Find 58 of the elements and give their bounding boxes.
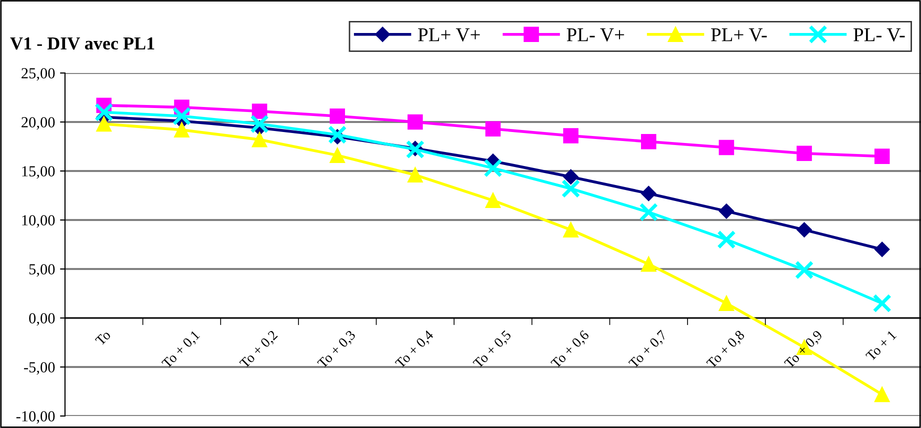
point [563,222,578,238]
x-tick-label: To + 1 [865,330,897,362]
point [563,169,578,184]
point [718,140,734,156]
x-tick-label: To + 0,4 [394,330,436,370]
point [718,296,734,311]
point [872,294,892,313]
legend-label: PL+ V- [711,28,767,42]
point [485,192,501,208]
y-tick-label: -10,00 [16,411,55,424]
x-tick-label: To + 0,9 [784,330,824,370]
x-tick-label: To + 0,7 [628,330,669,370]
x-tick-label: To + 0,5 [472,330,513,370]
y-tick-label: -5,00 [24,362,55,375]
point [796,222,812,238]
point [641,186,656,202]
y-tick-label: 10,00 [22,215,55,228]
legend-label: PL+ V+ [418,28,480,42]
point [640,134,656,150]
point [640,256,656,272]
x-tick-label: To [94,330,112,346]
point [252,104,268,119]
x-tick-label: To + 0,3 [316,330,358,370]
point [252,132,268,148]
point [408,167,423,183]
point [96,116,112,132]
x-tick-label: To + 0,2 [239,330,280,370]
x-tick-label: To + 0,1 [161,330,202,370]
point [794,260,814,280]
point [408,114,423,130]
legend-label: PL- V+ [566,28,624,42]
point [330,148,346,163]
point [94,102,114,122]
y-tick-label: 25,00 [22,68,55,81]
y-tick-label: 5,00 [29,264,55,277]
point [874,386,890,402]
point [172,106,192,126]
point [330,108,346,124]
legend-label: PL- V- [854,28,905,42]
point [639,202,658,222]
point [718,204,734,219]
point [796,146,812,161]
point [874,148,890,164]
x-tick-label: To + 0,6 [550,330,591,370]
point [561,179,580,198]
y-tick-label: 15,00 [22,166,55,179]
point [328,125,347,144]
point [563,128,578,144]
y-tick-label: 0,00 [29,313,55,326]
y-tick-label: 20,00 [22,117,55,130]
point [874,242,890,257]
point [250,114,269,134]
point [717,230,736,249]
chart-title: V1 - DIV avec PL1 [10,37,154,50]
point [174,122,190,138]
point [484,158,502,178]
point [485,121,501,136]
x-tick-label: To + 0,8 [706,330,746,370]
